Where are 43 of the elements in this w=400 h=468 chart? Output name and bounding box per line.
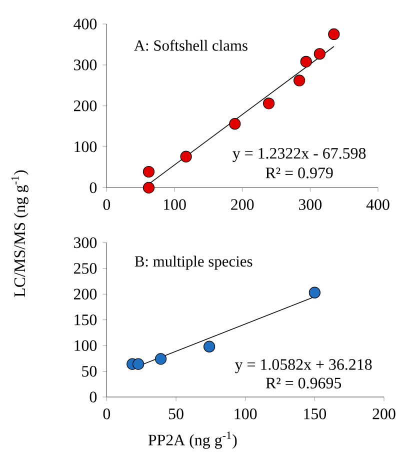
y-tick-label: 100: [74, 340, 97, 351]
point: [204, 340, 216, 352]
y-axis-title: LC/MS/MS (ng g$^{-1}$): [11, 170, 28, 297]
x-tick-label: 100: [234, 408, 257, 420]
point: [229, 118, 241, 130]
point: [300, 56, 312, 68]
x-tick-label: 300: [298, 199, 322, 210]
point: [263, 98, 275, 110]
y-tick-label: 150: [74, 314, 97, 326]
x-tick-label: 0: [103, 199, 110, 210]
point: [154, 353, 167, 365]
point: [294, 74, 306, 86]
annotation: y = 1.0582x + 36.218: [235, 359, 372, 374]
x-tick-label: 400: [366, 199, 390, 210]
x-tick-label: 150: [304, 408, 326, 420]
y-tick-label: 400: [74, 18, 97, 30]
annotation: R² = 0.9695: [266, 378, 342, 389]
point: [142, 166, 155, 178]
y-tick-label: 200: [74, 288, 97, 300]
y-tick-label: 250: [74, 263, 97, 274]
x-tick-label: 200: [372, 408, 396, 420]
x-tick-label: 100: [164, 199, 186, 210]
annotation: y = 1.2322x - 67.598: [232, 148, 366, 162]
y-tick-label: 50: [82, 366, 97, 377]
y-tick-label: 300: [74, 60, 97, 70]
y-tick-label: 0: [90, 182, 97, 194]
text: A: Softshell clams: [134, 40, 248, 51]
point: [314, 48, 326, 60]
x-tick-label: 50: [168, 408, 184, 420]
x-axis-title: PP2A (ng g$^{-1}$): [148, 432, 237, 449]
point: [132, 358, 144, 370]
x-tick-label: 0: [103, 408, 110, 420]
y-tick-label: 300: [74, 237, 97, 248]
point: [180, 150, 192, 162]
y-tick-label: 0: [90, 392, 97, 402]
point: [142, 182, 155, 194]
point: [308, 286, 320, 298]
y-tick-label: 100: [74, 141, 97, 152]
y-tick-label: 200: [74, 100, 97, 112]
annotation: R² = 0.979: [266, 168, 333, 178]
point: [328, 28, 340, 40]
x-tick-label: 200: [231, 199, 254, 210]
text: B: multiple species: [134, 256, 252, 270]
